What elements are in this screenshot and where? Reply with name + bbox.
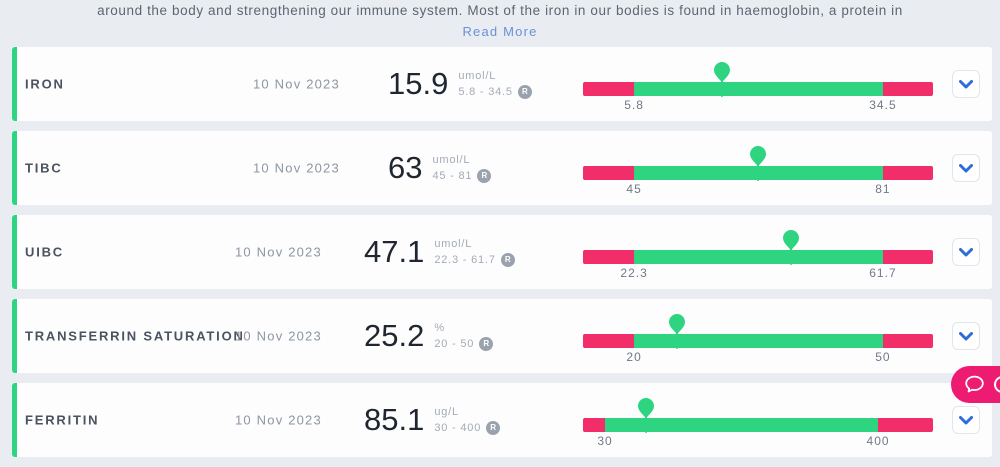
- chevron-down-icon: [959, 79, 973, 89]
- value-block: 85.1 ug/L 30 - 400 R: [364, 402, 501, 438]
- chat-widget-button[interactable]: [951, 366, 1000, 403]
- test-date: 10 Nov 2023: [235, 412, 322, 428]
- reference-range: 20 - 50: [434, 337, 475, 350]
- gauge-max-label: 81: [875, 182, 891, 196]
- reference-range: 30 - 400: [434, 421, 482, 434]
- test-name: FERRITIN: [25, 412, 100, 428]
- test-value: 15.9: [388, 66, 449, 101]
- expand-row-button[interactable]: [952, 154, 980, 182]
- test-name: TIBC: [25, 160, 63, 176]
- gauge-min-label: 20: [626, 350, 642, 364]
- test-unit: ug/L: [434, 405, 459, 418]
- results-list: IRON 10 Nov 2023 15.9 umol/L 5.8 - 34.5 …: [0, 47, 1000, 467]
- status-accent-bar: [12, 131, 17, 205]
- test-value: 47.1: [364, 234, 425, 269]
- range-gauge: 20 50: [583, 299, 933, 373]
- test-unit: %: [434, 321, 445, 334]
- range-badge: R: [486, 420, 501, 435]
- description-text: around the body and strengthening our im…: [97, 3, 903, 18]
- range-badge: R: [517, 84, 532, 99]
- gauge-max-label: 50: [875, 350, 891, 364]
- chevron-down-icon: [959, 247, 973, 257]
- test-value: 85.1: [364, 402, 425, 437]
- chat-secondary-icon: [994, 376, 1000, 393]
- gauge-bar: [583, 250, 933, 264]
- chevron-down-icon: [959, 415, 973, 425]
- test-name: IRON: [25, 76, 65, 92]
- status-accent-bar: [12, 47, 17, 121]
- value-marker-pin: [713, 62, 730, 97]
- range-badge: R: [477, 168, 492, 183]
- gauge-min-label: 22.3: [620, 266, 648, 280]
- range-gauge: 30 400: [583, 383, 933, 457]
- result-card-transferrin-saturation: TRANSFERRIN SATURATION 10 Nov 2023 25.2 …: [12, 299, 992, 373]
- gauge-max-label: 61.7: [869, 266, 897, 280]
- gauge-max-label: 400: [866, 434, 890, 448]
- result-card-uibc: UIBC 10 Nov 2023 47.1 umol/L 22.3 - 61.7…: [12, 215, 992, 289]
- reference-range: 45 - 81: [432, 169, 473, 182]
- test-value: 25.2: [364, 318, 425, 353]
- value-block: 47.1 umol/L 22.3 - 61.7 R: [364, 234, 515, 270]
- reference-range: 22.3 - 61.7: [434, 253, 496, 266]
- expand-row-button[interactable]: [952, 238, 980, 266]
- reference-range: 5.8 - 34.5: [458, 85, 513, 98]
- gauge-bar: [583, 418, 933, 432]
- value-block: 25.2 % 20 - 50 R: [364, 318, 494, 354]
- result-card-iron: IRON 10 Nov 2023 15.9 umol/L 5.8 - 34.5 …: [12, 47, 992, 121]
- test-date: 10 Nov 2023: [253, 76, 340, 92]
- gauge-min-label: 45: [626, 182, 642, 196]
- range-gauge: 5.8 34.5: [583, 47, 933, 121]
- gauge-bar: [583, 82, 933, 96]
- chevron-down-icon: [959, 331, 973, 341]
- test-name: TRANSFERRIN SATURATION: [25, 328, 245, 344]
- result-card-ferritin: FERRITIN 10 Nov 2023 85.1 ug/L 30 - 400 …: [12, 383, 992, 457]
- gauge-bar: [583, 334, 933, 348]
- status-accent-bar: [12, 383, 17, 457]
- gauge-min-label: 5.8: [624, 98, 644, 112]
- value-block: 15.9 umol/L 5.8 - 34.5 R: [388, 66, 532, 102]
- range-badge: R: [500, 252, 515, 267]
- gauge-max-label: 34.5: [869, 98, 897, 112]
- test-name: UIBC: [25, 244, 64, 260]
- range-gauge: 45 81: [583, 131, 933, 205]
- chevron-down-icon: [959, 163, 973, 173]
- value-marker-pin: [782, 230, 799, 265]
- value-marker-pin: [637, 398, 654, 433]
- gauge-min-label: 30: [597, 434, 613, 448]
- range-badge: R: [479, 336, 494, 351]
- test-value: 63: [388, 150, 423, 185]
- expand-row-button[interactable]: [952, 406, 980, 434]
- value-marker-pin: [750, 146, 767, 181]
- test-date: 10 Nov 2023: [235, 244, 322, 260]
- test-date: 10 Nov 2023: [253, 160, 340, 176]
- range-gauge: 22.3 61.7: [583, 215, 933, 289]
- value-marker-pin: [669, 314, 686, 349]
- status-accent-bar: [12, 299, 17, 373]
- chat-bubble-icon: [964, 374, 985, 395]
- status-accent-bar: [12, 215, 17, 289]
- value-block: 63 umol/L 45 - 81 R: [388, 150, 492, 186]
- result-card-tibc: TIBC 10 Nov 2023 63 umol/L 45 - 81 R 45 …: [12, 131, 992, 205]
- read-more-link[interactable]: Read More: [462, 24, 538, 39]
- test-unit: umol/L: [458, 69, 497, 82]
- test-unit: umol/L: [432, 153, 471, 166]
- expand-row-button[interactable]: [952, 322, 980, 350]
- test-unit: umol/L: [434, 237, 473, 250]
- expand-row-button[interactable]: [952, 70, 980, 98]
- test-date: 10 Nov 2023: [235, 328, 322, 344]
